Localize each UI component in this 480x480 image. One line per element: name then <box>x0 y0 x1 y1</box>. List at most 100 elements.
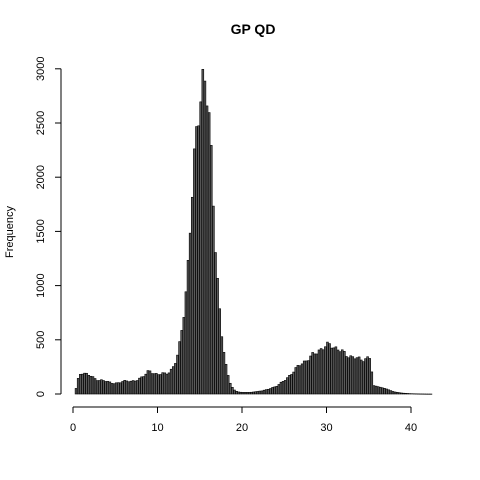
histogram-bar <box>95 380 99 395</box>
histogram-bar <box>233 389 236 395</box>
y-tick-label: 2500 <box>35 111 47 135</box>
histogram-bar <box>129 380 133 395</box>
histogram-bar <box>169 368 173 395</box>
histogram-bar <box>191 196 194 395</box>
histogram-bar <box>311 352 314 395</box>
histogram-bar <box>315 353 319 395</box>
histogram-bar <box>357 356 361 395</box>
histogram-bar <box>398 392 401 395</box>
histogram-bar <box>326 341 329 395</box>
histogram-bar <box>83 372 86 395</box>
histogram-bar <box>180 330 183 395</box>
y-axis-label: Frequency <box>4 206 16 258</box>
histogram-bar <box>199 101 202 395</box>
y-tick-label: 2000 <box>35 165 47 189</box>
histogram-bar <box>161 372 164 395</box>
histogram-bar <box>165 373 169 395</box>
histogram-bar <box>391 391 395 395</box>
histogram-bar <box>395 392 399 395</box>
histogram-bar <box>379 386 382 395</box>
histogram-bar <box>220 336 224 395</box>
histogram-bar <box>195 126 198 395</box>
x-tick-label: 40 <box>405 422 417 434</box>
histogram-bar <box>214 252 217 395</box>
histogram-bar <box>381 387 384 395</box>
histogram-bar <box>171 366 175 395</box>
histogram-bar <box>117 382 120 395</box>
histogram-bar <box>294 367 298 395</box>
histogram-bar <box>205 105 209 395</box>
histogram-bar <box>229 382 232 395</box>
histogram-bar <box>237 391 240 395</box>
histogram-bar <box>79 374 82 395</box>
histogram-bar <box>359 359 363 395</box>
histogram-bar <box>370 371 374 395</box>
histogram-bars <box>74 69 433 395</box>
histogram-bar <box>283 380 287 395</box>
histogram-bar <box>273 386 276 395</box>
histogram-bar <box>305 360 308 395</box>
histogram-bar <box>231 387 234 395</box>
histogram-bar <box>372 385 376 395</box>
histogram-bar <box>127 381 131 395</box>
histogram-bar <box>91 376 95 395</box>
histogram-bar <box>142 376 145 395</box>
histogram-bar <box>148 370 152 395</box>
histogram-bar <box>362 361 365 395</box>
histogram-bar <box>133 380 137 395</box>
histogram-bar <box>222 352 226 395</box>
histogram-bar <box>241 392 245 395</box>
histogram-bar <box>197 125 200 395</box>
histogram-bar <box>277 384 281 395</box>
histogram-bar <box>123 380 126 395</box>
histogram-bar <box>248 392 251 395</box>
histogram-bar <box>106 381 110 395</box>
histogram-bar <box>243 392 247 395</box>
y-tick-label: 1000 <box>35 273 47 297</box>
histogram-bar <box>121 381 124 395</box>
histogram-bar <box>313 353 317 395</box>
y-tick-label: 500 <box>35 331 47 349</box>
histogram-bar <box>144 373 148 395</box>
histogram-bar <box>404 393 407 395</box>
histogram-bar <box>376 386 380 395</box>
histogram-bar <box>100 379 103 395</box>
histogram-bar <box>260 390 264 395</box>
histogram-bar <box>345 356 348 395</box>
histogram-bar <box>393 391 397 395</box>
histogram-bar <box>321 349 325 395</box>
histogram-bar <box>203 80 207 395</box>
histogram-bar <box>178 341 181 395</box>
histogram-bar <box>290 374 293 395</box>
histogram-bar <box>374 385 378 395</box>
histogram-bar <box>150 373 154 395</box>
histogram-bar <box>353 358 357 395</box>
histogram-bar <box>275 386 279 395</box>
x-tick-label: 10 <box>151 422 163 434</box>
histogram-bar <box>254 391 257 395</box>
histogram-bar <box>163 372 167 395</box>
histogram-bar <box>351 356 355 395</box>
x-tick-label: 30 <box>320 422 332 434</box>
histogram-bar <box>400 392 403 395</box>
histogram-bar <box>210 145 213 395</box>
histogram-bar <box>300 363 304 395</box>
histogram-bar <box>279 381 283 395</box>
histogram-bar <box>317 349 321 395</box>
histogram-bar <box>186 260 190 395</box>
histogram-bar <box>201 69 205 395</box>
histogram-bar <box>309 355 312 395</box>
histogram-bar <box>110 383 114 395</box>
histogram-bar <box>256 391 260 395</box>
histogram-bar <box>152 373 156 395</box>
histogram-bar <box>330 347 333 395</box>
histogram-bar <box>264 389 268 395</box>
histogram-bar <box>176 354 179 395</box>
histogram-bar <box>226 375 230 395</box>
histogram-bar <box>159 374 162 395</box>
histogram-bar <box>366 356 369 395</box>
histogram-bar <box>324 346 327 395</box>
histogram-bar <box>157 374 160 395</box>
histogram-bar <box>235 390 238 395</box>
histogram-bar <box>406 393 409 395</box>
